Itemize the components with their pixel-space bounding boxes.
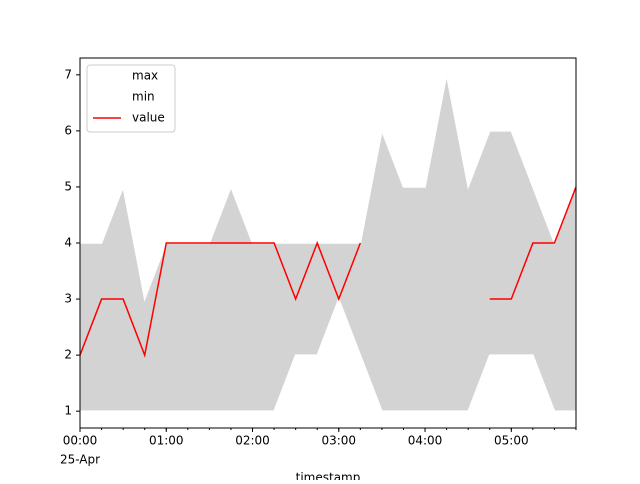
series-line <box>80 74 577 302</box>
legend-box <box>86 64 176 133</box>
x-tick-label: 01:00 <box>149 434 184 448</box>
y-tick-label: 3 <box>64 292 72 306</box>
series-line <box>79 186 577 358</box>
y-tick-label: 6 <box>64 123 72 137</box>
date-label: 25-Apr <box>60 453 100 467</box>
legend-label: min <box>132 90 155 104</box>
y-tick-label: 4 <box>64 236 72 250</box>
x-tick-label: 00:00 <box>63 434 98 448</box>
x-tick-label: 03:00 <box>321 434 356 448</box>
y-tick-label: 5 <box>64 179 72 193</box>
x-tick-label: 05:00 <box>494 434 529 448</box>
y-tick-label: 7 <box>64 67 72 81</box>
x-tick-label: 02:00 <box>235 434 270 448</box>
x-tick-label: 04:00 <box>408 434 443 448</box>
legend-label: max <box>132 69 158 83</box>
y-tick-label: 2 <box>64 348 72 362</box>
plot-area: 1 2 3 4 5 6 7 00:00 01:00 02:00 03:00 04:00 05:00 max… <box>63 57 577 448</box>
y-tick-label: 1 <box>64 404 72 418</box>
legend-label: value <box>132 111 165 125</box>
legend: max min value <box>86 64 176 133</box>
x-axis-label: timestamp <box>296 471 361 481</box>
series-line <box>80 296 576 412</box>
